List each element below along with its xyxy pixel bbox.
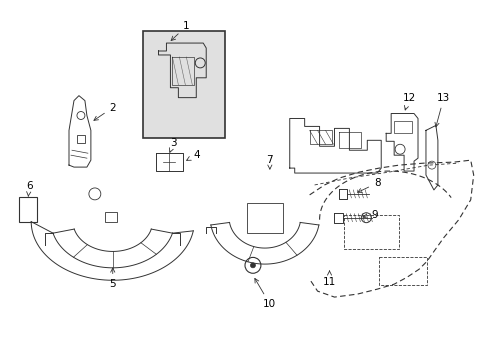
Bar <box>142 31 224 138</box>
Text: 4: 4 <box>186 150 199 161</box>
Bar <box>393 121 411 133</box>
Text: 9: 9 <box>362 210 377 220</box>
Text: 12: 12 <box>402 93 415 110</box>
Bar <box>104 212 117 222</box>
Circle shape <box>250 263 255 268</box>
Text: 1: 1 <box>171 21 189 41</box>
Text: 2: 2 <box>94 103 116 120</box>
Bar <box>19 197 37 222</box>
Text: 3: 3 <box>169 138 176 152</box>
Text: 5: 5 <box>109 268 116 289</box>
Bar <box>77 135 85 143</box>
Text: 13: 13 <box>434 93 449 127</box>
Bar <box>379 257 426 285</box>
Text: 6: 6 <box>26 181 33 197</box>
Bar <box>344 215 398 249</box>
Bar <box>246 203 282 233</box>
Text: 7: 7 <box>266 155 273 169</box>
Text: 10: 10 <box>254 278 276 309</box>
Text: 11: 11 <box>322 271 335 287</box>
Text: 8: 8 <box>357 178 380 192</box>
